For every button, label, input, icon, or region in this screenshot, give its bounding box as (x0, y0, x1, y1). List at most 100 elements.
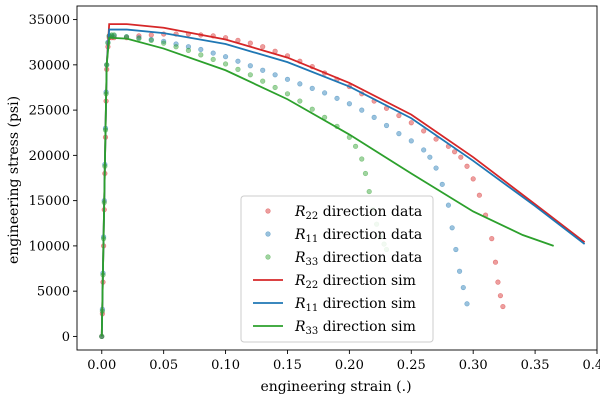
data-point (222, 61, 229, 67)
plot-frame (76, 5, 598, 351)
y-tick-label: 35000 (29, 13, 70, 28)
data-point (284, 76, 291, 82)
data-point (210, 56, 216, 63)
data-point (497, 293, 504, 299)
data-point (371, 114, 377, 120)
y-tick-label: 0 (62, 330, 70, 345)
x-tick-label: 0.40 (583, 358, 600, 373)
data-point (464, 301, 470, 307)
y-tick-label: 20000 (29, 149, 70, 164)
x-tick-label: 0.15 (273, 358, 302, 373)
data-point (161, 38, 167, 44)
data-point (247, 63, 253, 69)
y-axis-label: engineering stress (psi) (6, 96, 22, 264)
data-point (453, 246, 459, 253)
x-tick-label: 0.10 (211, 358, 240, 373)
data-point (222, 54, 229, 60)
y-axis: 0 5000 10000 15000 20000 25000 30000 35000 (29, 13, 77, 345)
data-point (495, 279, 501, 285)
data-point (362, 170, 369, 177)
data-point (449, 225, 455, 231)
data-point (476, 192, 482, 198)
legend-item: R11 direction sim (253, 296, 416, 314)
data-point (427, 154, 433, 160)
series-33-sim-line (100, 36, 554, 337)
x-tick-label: 0.30 (459, 358, 488, 373)
data-point (500, 303, 506, 310)
data-point (346, 101, 352, 107)
x-tick-label: 0.00 (87, 358, 116, 373)
data-point (458, 154, 464, 160)
data-point (136, 33, 142, 39)
data-point (198, 52, 204, 58)
legend-item: R33 direction data (265, 250, 422, 268)
data-point (111, 32, 117, 38)
x-tick-label: 0.25 (397, 358, 426, 373)
y-tick-label: 15000 (29, 194, 70, 209)
y-tick-label: 25000 (29, 104, 70, 119)
data-point (421, 128, 427, 134)
data-point (247, 72, 253, 78)
legend: R22 direction data R11 direction data R33 … (240, 195, 434, 343)
data-point (198, 46, 204, 53)
data-point (173, 44, 179, 50)
x-tick-label: 0.05 (149, 358, 178, 373)
y-tick-label: 30000 (29, 58, 70, 73)
data-point (445, 202, 452, 208)
data-point (470, 176, 476, 182)
data-point (433, 136, 439, 142)
data-point (272, 84, 278, 91)
data-point (235, 66, 241, 72)
legend-marker (265, 208, 271, 214)
data-point (359, 156, 365, 162)
data-point (148, 37, 154, 44)
data-point (452, 149, 458, 155)
legend-label: R22 direction data (294, 204, 422, 222)
data-point (148, 32, 154, 38)
legend-item: R22 direction sim (253, 273, 416, 291)
series-11-data (99, 33, 470, 340)
x-axis: 0.00 0.05 0.10 0.15 0.20 0.25 0.30 0.35 0.40 (87, 350, 600, 373)
legend-box (240, 195, 434, 343)
data-point (235, 58, 241, 64)
data-point (366, 188, 372, 195)
data-point (359, 107, 365, 113)
y-tick-label: 5000 (37, 285, 70, 300)
data-point (185, 44, 192, 50)
data-point (396, 112, 402, 119)
data-point (408, 138, 414, 144)
data-point (352, 143, 359, 149)
y-tick-label: 10000 (29, 239, 70, 254)
plot-area (76, 5, 598, 351)
data-point (383, 122, 390, 129)
data-point (309, 85, 315, 91)
legend-item: R11 direction data (265, 227, 422, 245)
legend-marker (265, 254, 271, 260)
data-point (408, 120, 414, 126)
series-11-sim-line (100, 28, 586, 337)
x-axis-label: engineering strain (.) (260, 379, 411, 395)
data-point (173, 41, 179, 47)
data-point (309, 106, 315, 112)
data-point (334, 95, 340, 101)
data-point (297, 98, 303, 104)
data-point (322, 90, 328, 96)
data-point (464, 163, 470, 169)
data-point (456, 268, 463, 274)
data-point (260, 44, 266, 50)
data-point (489, 236, 495, 242)
data-point (136, 35, 142, 42)
x-tick-label: 0.35 (521, 358, 550, 373)
data-point (260, 78, 266, 84)
data-point (210, 50, 216, 56)
data-point (260, 67, 266, 73)
data-point (396, 131, 402, 137)
data-point (433, 165, 439, 171)
legend-label: R11 direction sim (294, 296, 416, 314)
legend-marker (265, 231, 271, 237)
legend-label: R22 direction sim (294, 273, 416, 291)
data-point (247, 40, 253, 46)
legend-item: R22 direction data (265, 204, 422, 222)
data-point (460, 284, 466, 291)
